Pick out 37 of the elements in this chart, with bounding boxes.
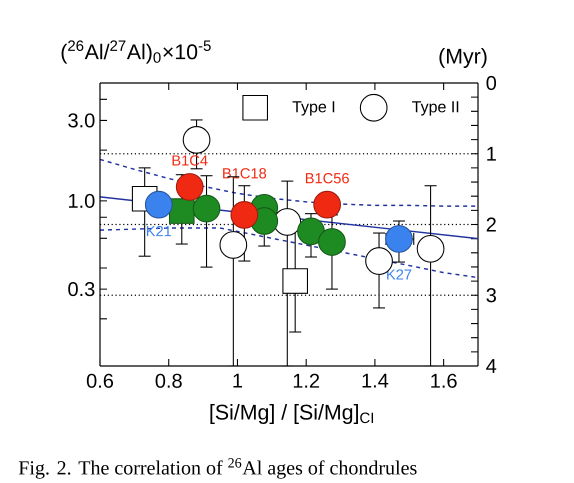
y-tick-label: 1.0 bbox=[69, 194, 94, 208]
x-tick-label: 1.4 bbox=[362, 374, 388, 388]
y2-tick-label: 0 bbox=[486, 76, 496, 90]
point bbox=[176, 173, 204, 201]
y-tick-label: 0.3 bbox=[68, 282, 94, 296]
x-tick-label: 1.2 bbox=[294, 374, 320, 388]
x-axis-title: [Si/Mg] / [Si/Mg]$_{CI}$ bbox=[210, 404, 374, 424]
point bbox=[219, 231, 248, 259]
point bbox=[230, 201, 258, 229]
point bbox=[144, 190, 173, 219]
x-tick-label: 0.6 bbox=[86, 374, 114, 388]
point bbox=[297, 217, 325, 246]
y-tick-label: 3.0 bbox=[68, 113, 94, 128]
point bbox=[192, 194, 220, 222]
data-label: K27 bbox=[387, 269, 412, 280]
x-tick-label: 1.6 bbox=[431, 374, 457, 388]
point bbox=[416, 234, 444, 263]
point bbox=[182, 126, 210, 154]
legend-label: Type II bbox=[412, 101, 458, 116]
point bbox=[385, 225, 413, 253]
data-label: K21 bbox=[146, 226, 172, 236]
point bbox=[282, 268, 308, 294]
y2-tick-label: 2 bbox=[486, 218, 496, 232]
data-label: B1C18 bbox=[223, 168, 266, 178]
point bbox=[273, 208, 302, 236]
y2-axis-title: (Myr) bbox=[439, 48, 487, 68]
y2-tick-label: 1 bbox=[487, 146, 496, 161]
y-axis-title: ($^{26}$Al/$^{27}$Al)$_{0}$×10$^{-5}$ bbox=[62, 40, 211, 64]
x-tick-label: 0.8 bbox=[156, 374, 182, 388]
point bbox=[313, 190, 342, 219]
legend-label: Type I bbox=[292, 101, 334, 116]
y2-tick-label: 3 bbox=[486, 288, 496, 302]
data-label: B1C56 bbox=[306, 173, 349, 184]
x-tick-label: 1 bbox=[233, 374, 242, 388]
y2-tick-label: 4 bbox=[486, 359, 496, 373]
caption: Fig. 2. The correlation of $^{26}$Al ages of chondrules bbox=[18, 458, 417, 479]
point bbox=[318, 228, 346, 256]
